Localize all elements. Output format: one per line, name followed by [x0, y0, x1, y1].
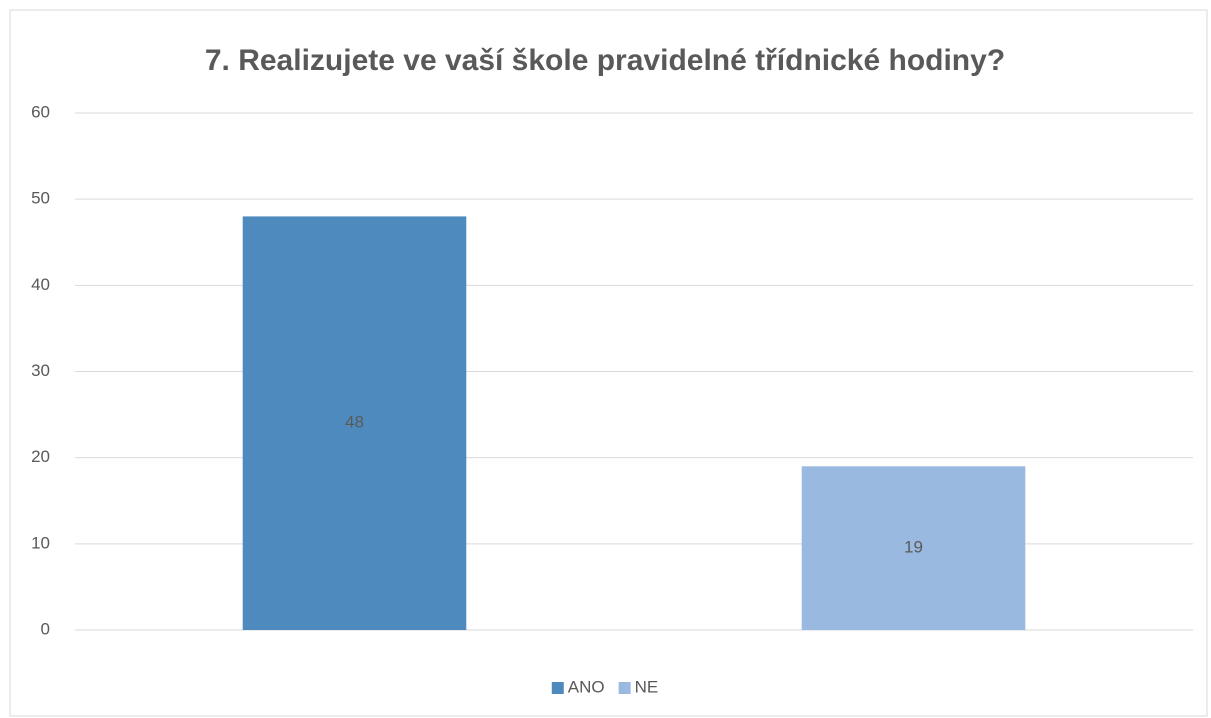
bar: [242, 216, 467, 630]
y-tick-label: 0: [41, 619, 50, 638]
legend-swatch: [551, 682, 564, 694]
y-tick-label: 20: [31, 447, 50, 466]
bar: [801, 466, 1026, 630]
chart-frame: [9, 9, 1208, 717]
y-tick-label: 40: [31, 275, 50, 294]
y-tick-label: 50: [31, 189, 50, 208]
y-tick-label: 60: [31, 102, 50, 121]
data-label: 19: [904, 538, 923, 557]
data-label: 48: [345, 413, 364, 432]
chart-title: 7. Realizujete ve vaší škole pravidelné …: [205, 44, 1005, 77]
legend-label: ANO: [568, 677, 605, 696]
y-tick-label: 10: [31, 533, 50, 552]
legend-swatch: [618, 682, 631, 694]
y-tick-label: 30: [31, 361, 50, 380]
legend-label: NE: [635, 677, 659, 696]
